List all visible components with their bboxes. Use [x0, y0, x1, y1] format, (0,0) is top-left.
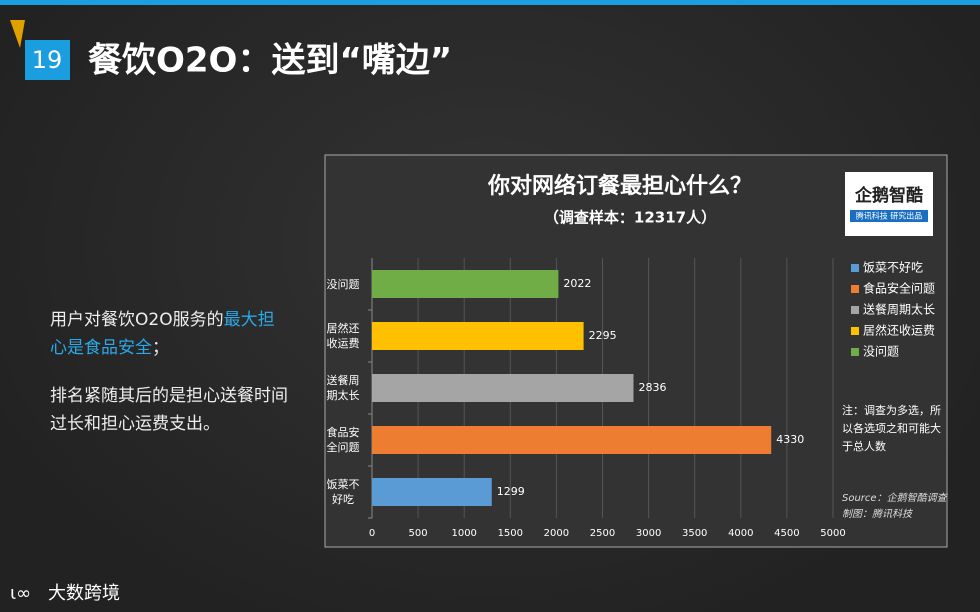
- legend-label: 饭菜不好吃: [863, 261, 923, 275]
- slide-title: 餐饮O2O：送到“嘴边”: [88, 41, 452, 81]
- value-label: 2022: [563, 277, 591, 290]
- source: Source：企鹅智酷调查: [842, 492, 949, 504]
- legend-label: 居然还收运费: [863, 323, 935, 338]
- paragraph: 用户对餐饮O2O服务的最大担心是食品安全；: [50, 306, 290, 362]
- chart-title: 你对网络订餐最担心什么？: [487, 173, 752, 199]
- chart-subtitle: （调查样本：12317人）: [544, 209, 716, 227]
- legend-swatch: [851, 327, 859, 335]
- logo: 大数跨境: [48, 583, 120, 604]
- bar: [372, 374, 634, 402]
- brand-name: 企鹅智酷: [854, 185, 923, 206]
- x-tick-label: 2500: [590, 528, 615, 539]
- x-tick-label: 4500: [774, 528, 799, 539]
- x-tick-label: 1000: [451, 528, 476, 539]
- legend-label: 送餐周期太长: [863, 302, 935, 317]
- legend-swatch: [851, 264, 859, 272]
- logo-icon: ι∞: [10, 583, 31, 604]
- brand-strip: [850, 210, 928, 222]
- top-bar: [0, 0, 980, 5]
- bar: [372, 478, 492, 506]
- value-label: 2836: [638, 381, 666, 394]
- x-tick-label: 0: [369, 528, 375, 539]
- credit: 制图：腾讯科技: [842, 508, 914, 520]
- legend-label: 没问题: [863, 344, 899, 359]
- slide-number: 19: [32, 46, 63, 74]
- y-tick-label: 饭菜不好吃: [326, 478, 360, 506]
- text: ；: [152, 338, 169, 358]
- value-label: 4330: [776, 433, 804, 446]
- x-tick-label: 4000: [728, 528, 753, 539]
- x-tick-label: 5000: [820, 528, 845, 539]
- paragraph: 排名紧随其后的是担心送餐时间过长和担心运费支出。: [50, 386, 288, 434]
- x-tick-label: 500: [409, 528, 428, 539]
- accent: [10, 20, 25, 48]
- y-tick-label: 食品安全问题: [326, 426, 360, 454]
- value-label: 1299: [497, 485, 525, 498]
- text: 用户对餐饮O2O服务的: [50, 310, 224, 330]
- x-tick-label: 1500: [498, 528, 523, 539]
- legend-swatch: [851, 348, 859, 356]
- bar: [372, 322, 584, 350]
- y-tick-label: 居然还收运费: [326, 322, 360, 350]
- note: 注：调查为多选，所以各选项之和可能大于总人数: [842, 404, 941, 453]
- bar: [372, 426, 772, 454]
- x-tick-label: 2000: [544, 528, 569, 539]
- legend-swatch: [851, 285, 859, 293]
- y-tick-label: 没问题: [326, 277, 360, 291]
- x-tick-label: 3500: [682, 528, 707, 539]
- number-box: [25, 40, 70, 80]
- legend-label: 食品安全问题: [863, 281, 935, 296]
- brand-tagline: 腾讯科技 研究出品: [856, 211, 923, 221]
- x-tick-label: 3000: [636, 528, 661, 539]
- bar: [372, 270, 559, 298]
- body-text: 用户对餐饮O2O服务的最大担心是食品安全； 排名紧随其后的是担心送餐时间过长和担…: [50, 306, 290, 438]
- y-tick-label: 送餐周期太长: [326, 374, 360, 402]
- legend-swatch: [851, 306, 859, 314]
- highlight: 最大担心是食品安全: [50, 310, 275, 358]
- brand-box: [845, 172, 933, 236]
- value-label: 2295: [589, 329, 617, 342]
